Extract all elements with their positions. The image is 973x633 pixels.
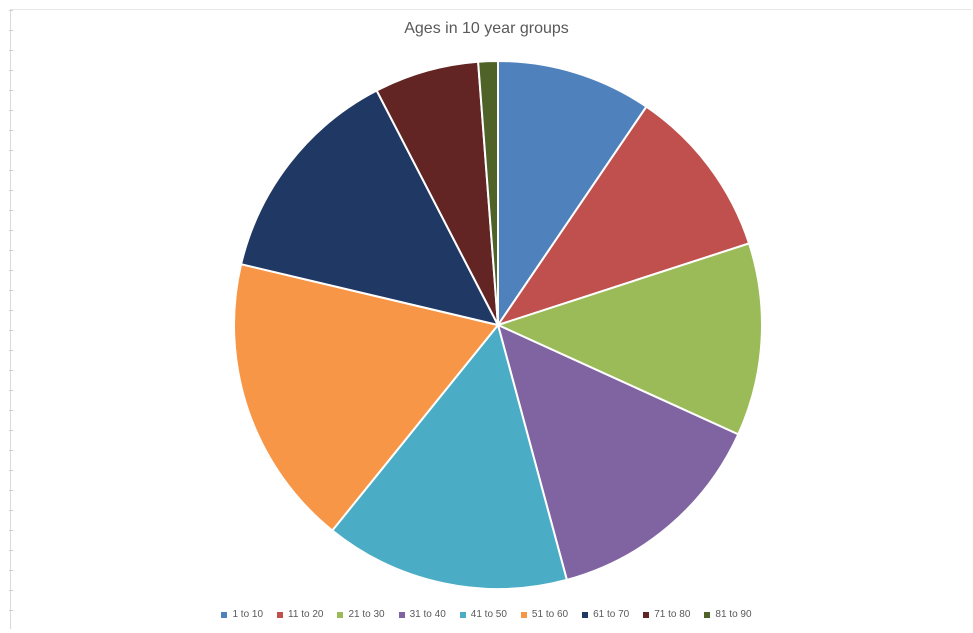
- spreadsheet-row-ticks: [9, 10, 13, 628]
- chart-legend: 1 to 10 11 to 20 21 to 30 31 to 40 41 to 50 5…: [0, 609, 973, 620]
- legend-swatch: [704, 611, 711, 618]
- pie-slice-61-to-70: [239, 89, 500, 327]
- chart-title: Ages in 10 year groups: [404, 20, 569, 37]
- legend-label: 51 to 60: [531, 609, 569, 620]
- legend-item: 21 to 30: [337, 609, 385, 620]
- legend-item: 11 to 20: [277, 609, 323, 620]
- legend-label: 21 to 30: [348, 609, 385, 620]
- pie-slice-31-to-40: [496, 323, 740, 582]
- legend-swatch: [459, 611, 466, 618]
- legend-label: 81 to 90: [715, 609, 752, 620]
- legend-item: 81 to 90: [704, 609, 752, 620]
- legend-swatch: [398, 611, 405, 618]
- legend-label: 11 to 20: [288, 609, 324, 620]
- legend-label: 61 to 70: [593, 609, 630, 620]
- pie-slice-81-to-90: [477, 59, 499, 326]
- legend-item: 41 to 50: [459, 609, 507, 620]
- legend-swatch: [520, 611, 527, 618]
- pie-slice-11-to-20: [495, 105, 751, 327]
- legend-label: 31 to 40: [409, 609, 446, 620]
- pie-slice-41-to-50: [330, 322, 569, 590]
- legend-swatch: [337, 611, 344, 618]
- pie-slice-21-to-30: [495, 242, 763, 436]
- legend-swatch: [221, 611, 228, 618]
- legend-label: 1 to 10: [232, 609, 264, 620]
- pie-slice-51-to-60: [233, 262, 500, 532]
- legend-item: 1 to 10: [221, 609, 263, 620]
- legend-item: 71 to 80: [643, 609, 690, 620]
- legend-item: 51 to 60: [520, 609, 569, 620]
- legend-label: 71 to 80: [654, 609, 691, 620]
- legend-item: 61 to 70: [582, 609, 629, 620]
- legend-label: 41 to 50: [470, 609, 507, 620]
- legend-swatch: [277, 611, 284, 618]
- legend-swatch: [582, 611, 589, 618]
- legend-item: 31 to 40: [398, 609, 446, 620]
- pie-slice-1-to-10: [497, 59, 648, 329]
- legend-swatch: [643, 611, 650, 618]
